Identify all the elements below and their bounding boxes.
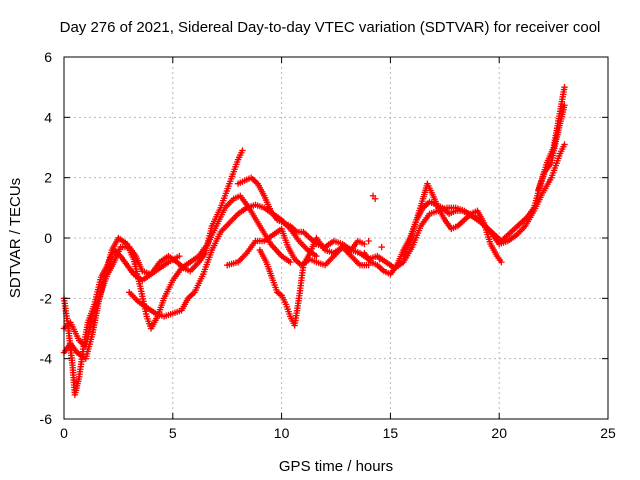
axis-ticks	[63, 56, 609, 420]
x-tick-label: 10	[274, 425, 290, 441]
series-track-c	[60, 147, 246, 350]
y-tick-label: -4	[40, 351, 53, 367]
x-tick-label: 5	[169, 425, 177, 441]
data-point	[176, 252, 183, 260]
x-tick-label: 15	[383, 425, 399, 441]
data-point	[561, 102, 568, 109]
data-series	[60, 83, 568, 399]
data-point	[561, 83, 568, 91]
y-axis-label: SDTVAR / TECUs	[7, 178, 24, 298]
y-tick-label: 0	[44, 230, 52, 246]
chart-title: Day 276 of 2021, Sidereal Day-to-day VTE…	[60, 19, 601, 36]
data-point	[378, 243, 385, 251]
series-track-b	[60, 192, 294, 362]
data-point	[276, 291, 284, 298]
data-point	[365, 237, 372, 245]
series-track-j	[535, 102, 568, 193]
outlier-points	[365, 192, 385, 263]
data-point	[498, 258, 505, 266]
data-point	[561, 141, 568, 148]
x-tick-label: 0	[60, 425, 68, 441]
data-point	[361, 240, 368, 248]
data-point	[239, 147, 246, 154]
x-tick-labels: 0 5 10 15 20 25	[60, 425, 616, 441]
x-tick-label: 20	[491, 425, 507, 441]
y-tick-label: 2	[44, 170, 52, 186]
data-point	[376, 255, 383, 263]
x-tick-label: 25	[600, 425, 616, 441]
x-axis-label: GPS time / hours	[279, 458, 393, 475]
data-point	[287, 258, 294, 266]
y-tick-label: 4	[44, 109, 52, 125]
grid	[64, 57, 608, 419]
y-tick-labels: -6 -4 -2 0 2 4 6	[40, 49, 53, 427]
y-tick-label: -6	[40, 411, 53, 427]
data-point	[313, 252, 320, 260]
y-tick-label: 6	[44, 49, 52, 65]
data-point	[371, 195, 379, 202]
y-tick-label: -2	[40, 290, 53, 306]
